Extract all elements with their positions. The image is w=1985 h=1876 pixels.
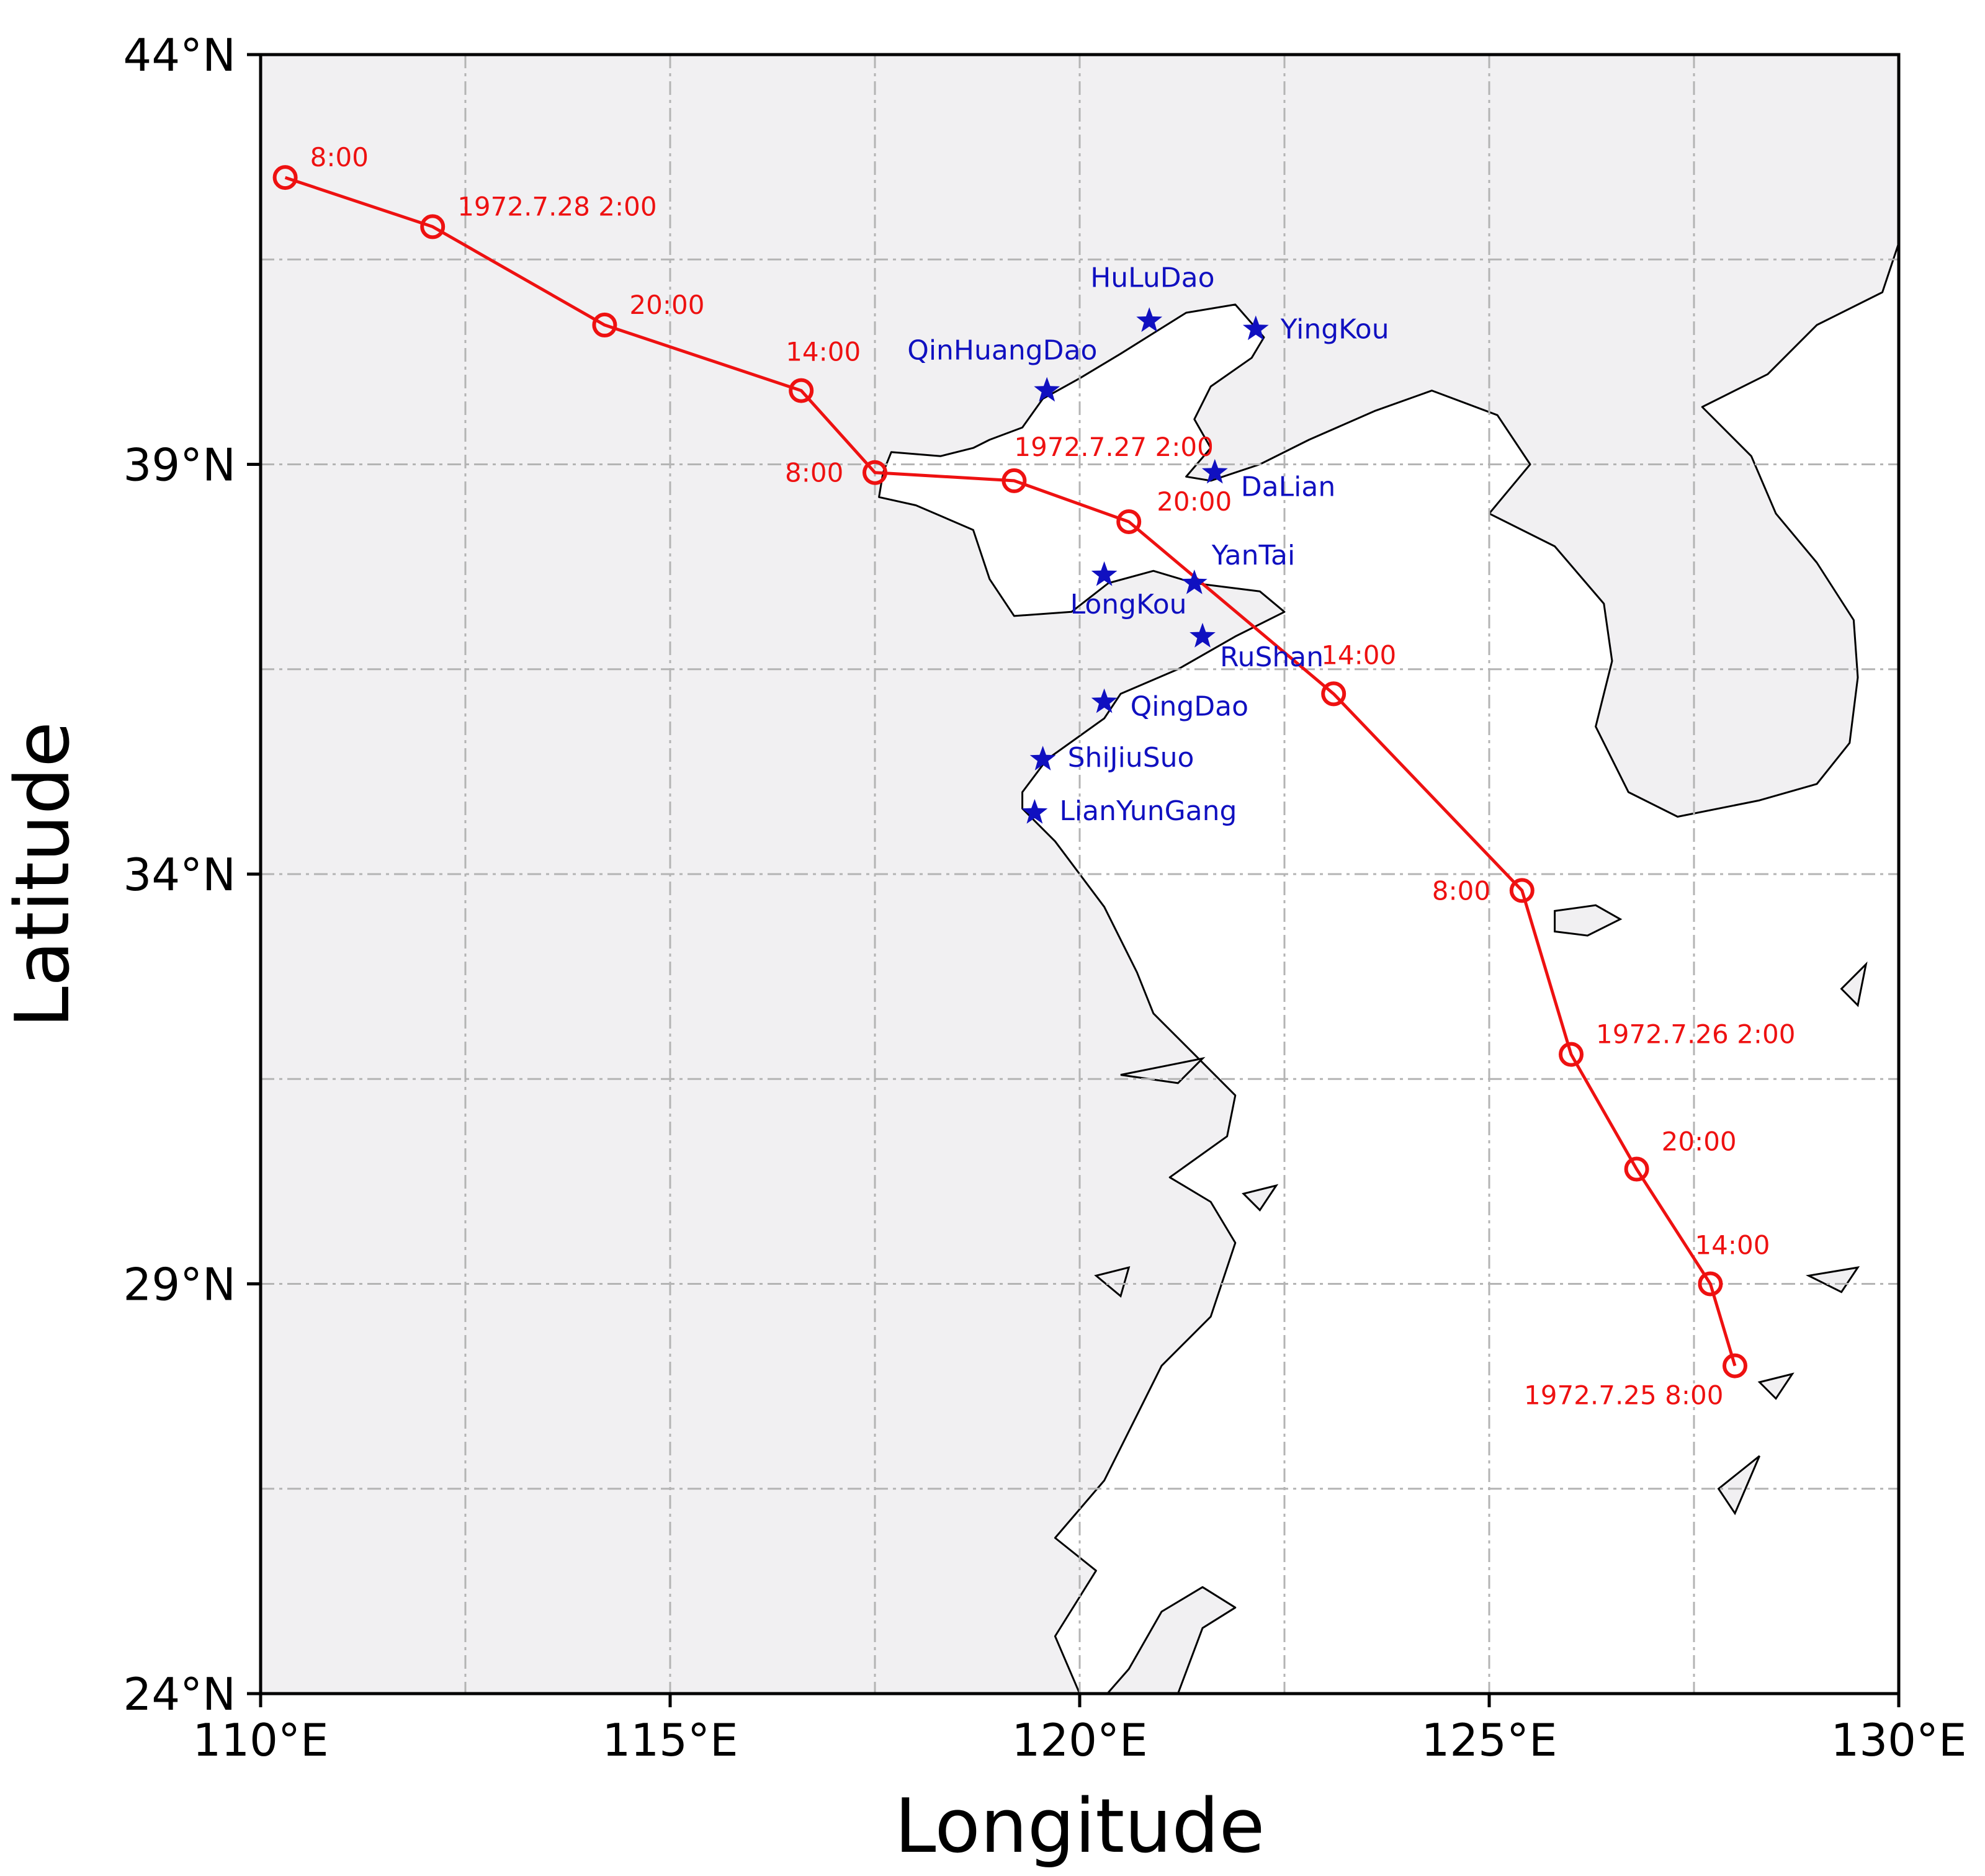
track-point: [420, 214, 446, 239]
plot-area: 1972.7.25 8:00 14:00 20:00 1972.7.26 2:00 8:…: [261, 55, 1899, 1694]
x-tick-label: 110°E: [193, 1714, 329, 1766]
track-point-label: 1972.7.27 2:00: [1014, 432, 1213, 462]
station-star-icon: [1021, 798, 1048, 824]
x-axis-title: Longitude: [895, 1784, 1265, 1870]
station-star-icon: [1091, 561, 1118, 586]
track-point: [1698, 1271, 1723, 1297]
typhoon-track: 1972.7.25 8:00 14:00 20:00 1972.7.26 2:00 8:…: [272, 142, 1795, 1411]
y-tick-label: 39°N: [123, 439, 236, 491]
station-label: QingDao: [1131, 691, 1248, 723]
track-point: [592, 312, 617, 337]
station-label: QinHuangDao: [907, 335, 1097, 367]
stations: HuLuDao YingKou QinHuangDao DaLian YanTai Lon…: [907, 262, 1389, 827]
track-point: [1559, 1042, 1584, 1067]
track-point-label: 8:00: [310, 142, 369, 172]
track-point-label: 14:00: [1321, 640, 1396, 670]
track-point-label: 1972.7.28 2:00: [457, 191, 656, 221]
station-label: YanTai: [1211, 540, 1295, 571]
axis-ticks: 110°E 115°E 120°E 125°E 130°E 24°N 29°N 34°N 39°…: [123, 29, 1967, 1766]
station-star-icon: [1136, 307, 1163, 333]
island-outline: [1840, 961, 1868, 1007]
station-star-icon: [1034, 377, 1060, 402]
y-tick-label: 24°N: [123, 1668, 236, 1720]
x-tick-label: 115°E: [603, 1714, 738, 1766]
gridlines: [261, 55, 1899, 1694]
x-tick-label: 125°E: [1422, 1714, 1557, 1766]
sea-area: [878, 242, 1899, 1694]
track-point: [1321, 681, 1346, 707]
track-point: [1723, 1353, 1747, 1378]
station-label: LongKou: [1070, 589, 1187, 620]
island-outline: [1717, 1455, 1760, 1516]
track-point: [272, 165, 298, 190]
track-point-label: 1972.7.26 2:00: [1596, 1019, 1795, 1050]
track-point-label: 14:00: [786, 337, 861, 367]
station-star-icon: [1091, 688, 1118, 713]
track-point: [1624, 1156, 1649, 1182]
track-point: [789, 378, 814, 403]
island-outline: [1757, 1372, 1795, 1400]
station-star-icon: [1181, 570, 1208, 594]
track-point-label: 20:00: [629, 290, 704, 320]
island-outline: [1242, 1184, 1279, 1212]
station-label: LianYunGang: [1059, 795, 1237, 827]
y-axis-title: Latitude: [0, 721, 86, 1028]
station-star-icon: [1242, 315, 1269, 341]
y-tick-label: 29°N: [123, 1259, 236, 1311]
station-star-icon: [1190, 622, 1216, 648]
island-outline: [1554, 904, 1623, 937]
station-star-icon: [1201, 458, 1228, 484]
track-point-label: 14:00: [1695, 1230, 1770, 1261]
island-outline: [1806, 1266, 1860, 1293]
track-point-label: 1972.7.25 8:00: [1524, 1380, 1723, 1411]
track-point-label: 20:00: [1662, 1127, 1737, 1157]
y-tick-label: 34°N: [123, 849, 236, 901]
station-label: ShiJiuSuo: [1068, 742, 1194, 774]
track-point: [1509, 878, 1535, 903]
track-point: [863, 460, 887, 485]
island-outline: [1094, 1266, 1131, 1298]
track-point-label: 8:00: [785, 458, 843, 488]
y-tick-label: 44°N: [123, 29, 236, 81]
x-tick-label: 120°E: [1012, 1714, 1148, 1766]
track-point: [1001, 468, 1027, 493]
x-tick-label: 130°E: [1831, 1714, 1967, 1766]
station-label: YingKou: [1280, 314, 1389, 346]
track-point: [1116, 509, 1142, 534]
station-label: RuShan: [1220, 641, 1324, 673]
station-label: DaLian: [1241, 471, 1335, 503]
station-label: HuLuDao: [1090, 262, 1214, 293]
track-point-label: 20:00: [1157, 486, 1232, 517]
track-line: [284, 176, 1737, 1367]
track-point-label: 8:00: [1432, 875, 1490, 906]
station-star-icon: [1029, 746, 1056, 770]
